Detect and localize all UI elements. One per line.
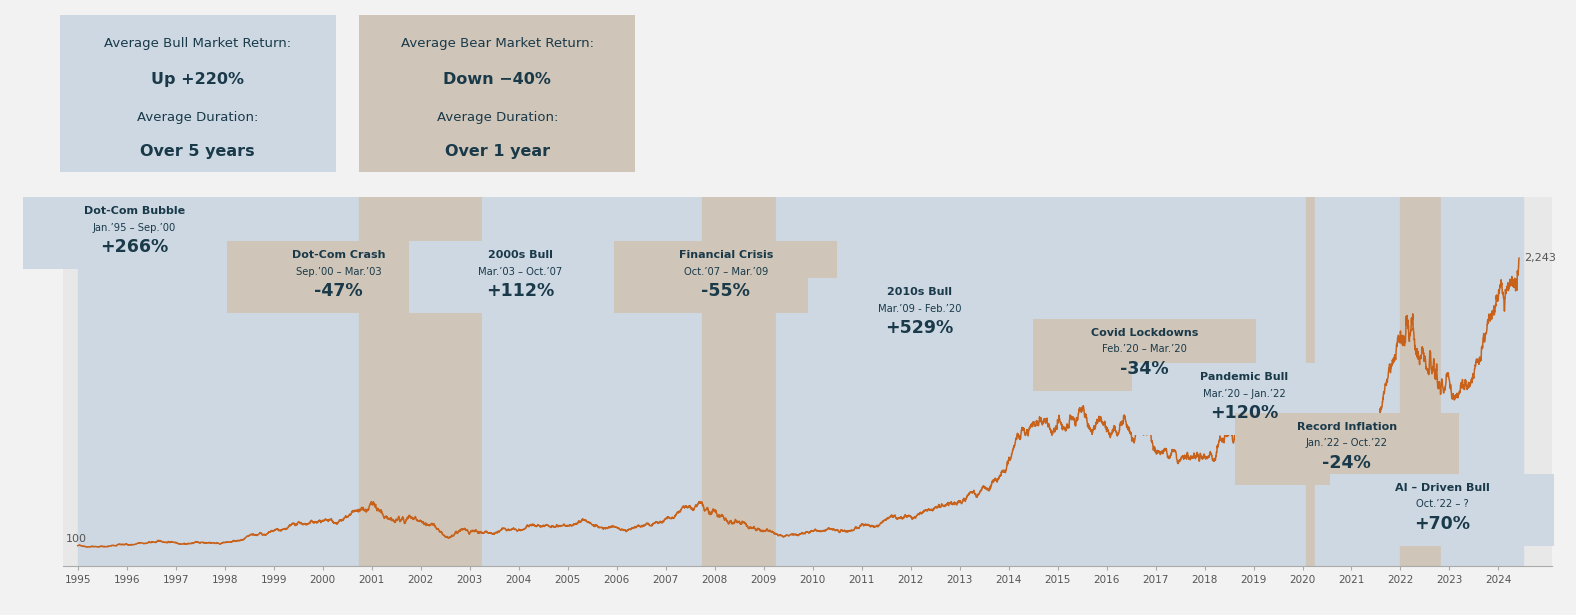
Text: Feb.’20 – Mar.’20: Feb.’20 – Mar.’20 [1102,344,1187,354]
Bar [1401,197,1440,566]
Text: Average Bear Market Return:: Average Bear Market Return: [400,37,594,50]
Text: Jan.’95 – Sep.’00: Jan.’95 – Sep.’00 [93,223,177,232]
Text: Oct.’07 – Mar.’09: Oct.’07 – Mar.’09 [684,267,768,277]
Text: +529%: +529% [886,319,953,337]
Text: 2010s Bull: 2010s Bull [887,287,952,297]
Text: -24%: -24% [1322,454,1371,472]
FancyBboxPatch shape [227,241,451,313]
Text: +112%: +112% [485,282,555,300]
Text: Dot-Com Bubble: Dot-Com Bubble [84,206,184,216]
Text: Average Duration:: Average Duration: [437,111,558,124]
Text: +266%: +266% [101,238,169,256]
FancyBboxPatch shape [1032,319,1256,391]
Text: Over 1 year: Over 1 year [444,145,550,159]
Text: Sep.’00 – Mar.’03: Sep.’00 – Mar.’03 [296,267,381,277]
Text: Average Bull Market Return:: Average Bull Market Return: [104,37,292,50]
Bar [1314,197,1401,566]
Text: Average Duration:: Average Duration: [137,111,258,124]
Text: Down −40%: Down −40% [443,72,552,87]
Text: Over 5 years: Over 5 years [140,145,255,159]
Text: 100: 100 [66,534,87,544]
FancyBboxPatch shape [615,241,837,313]
Text: Mar.’03 – Oct.’07: Mar.’03 – Oct.’07 [478,267,563,277]
Text: +120%: +120% [1210,404,1278,422]
Text: Jan.’22 – Oct.’22: Jan.’22 – Oct.’22 [1307,438,1388,448]
Text: Financial Crisis: Financial Crisis [679,250,772,260]
Text: Oct.’22 – ?: Oct.’22 – ? [1415,499,1469,509]
FancyBboxPatch shape [1330,474,1554,546]
Text: Mar.’09 - Feb.’20: Mar.’09 - Feb.’20 [878,304,961,314]
FancyBboxPatch shape [1236,413,1458,485]
Text: -34%: -34% [1121,360,1168,378]
Text: Up +220%: Up +220% [151,72,244,87]
Text: Pandemic Bull: Pandemic Bull [1199,372,1288,382]
Bar [359,197,482,566]
Bar [703,197,775,566]
Text: -55%: -55% [701,282,750,300]
FancyBboxPatch shape [807,278,1031,350]
FancyBboxPatch shape [22,197,246,269]
Bar [1307,197,1314,566]
Text: Record Inflation: Record Inflation [1297,422,1396,432]
Text: 2000s Bull: 2000s Bull [489,250,553,260]
Text: +70%: +70% [1414,515,1470,533]
Bar [775,197,1307,566]
Bar [482,197,703,566]
Text: -47%: -47% [314,282,362,300]
Text: 2,243: 2,243 [1524,253,1556,263]
Text: Covid Lockdowns: Covid Lockdowns [1091,328,1198,338]
Text: Mar.’20 – Jan.’22: Mar.’20 – Jan.’22 [1202,389,1286,399]
Bar [77,197,359,566]
FancyBboxPatch shape [1133,363,1355,435]
FancyBboxPatch shape [408,241,632,313]
Text: Dot-Com Crash: Dot-Com Crash [292,250,385,260]
Text: AI – Driven Bull: AI – Driven Bull [1395,483,1489,493]
Bar [1440,197,1522,566]
